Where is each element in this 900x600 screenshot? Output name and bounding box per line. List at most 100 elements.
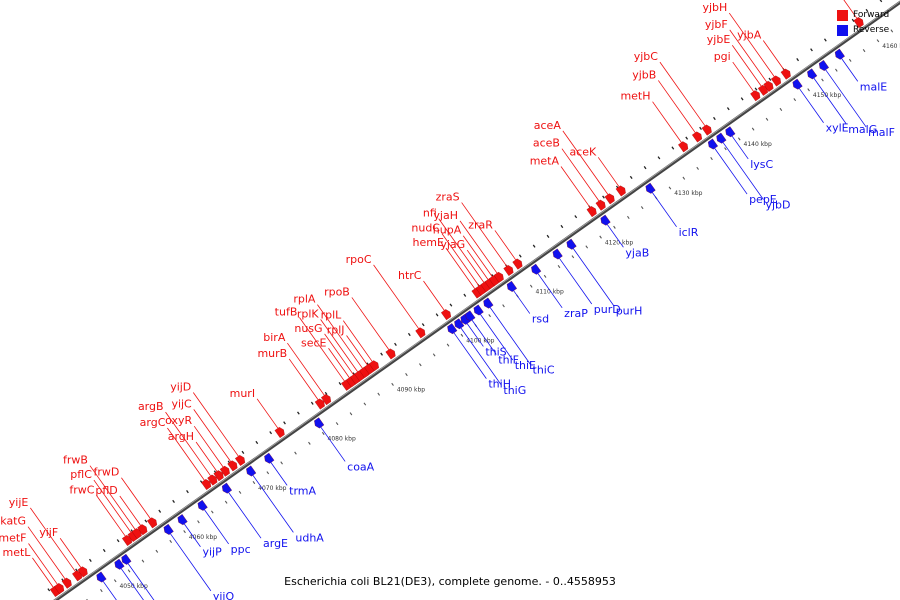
tick-mark-lower <box>169 539 173 544</box>
gene-label: katG <box>0 515 26 528</box>
gene-label: aceA <box>534 119 562 132</box>
gene-label: yjbF <box>705 18 728 31</box>
gene-label: thiG <box>503 384 526 397</box>
tick-mark-lower <box>197 520 200 524</box>
gene-leader <box>287 342 325 396</box>
gene-leader <box>252 475 294 533</box>
tick-mark-lower <box>529 284 533 288</box>
tick-mark-lower <box>571 255 575 259</box>
legend-reverse-label: Reverse <box>853 25 890 35</box>
gene-label: rplK <box>297 308 320 321</box>
gene-leader <box>489 307 531 365</box>
gene-leader <box>459 220 498 274</box>
gene-label: thiH <box>488 378 511 391</box>
gene-leader <box>228 492 262 539</box>
gene-label: thiE <box>515 359 536 372</box>
gene-leader <box>732 61 754 92</box>
gene-label: yjbH <box>702 1 727 14</box>
tick-label: 4140 kbp <box>744 141 772 148</box>
gene-arrow <box>503 265 514 277</box>
tick-mark-upper <box>823 38 827 42</box>
gene-arrow <box>473 304 484 316</box>
tick-label: 4110 kbp <box>536 288 564 295</box>
gene-leader <box>813 77 847 125</box>
tick-mark-upper <box>102 548 106 553</box>
tick-mark-upper <box>394 342 397 346</box>
gene-arrow <box>763 80 774 92</box>
tick-mark-lower <box>640 206 644 210</box>
tick-mark-lower <box>405 373 408 377</box>
tick-mark-upper <box>144 519 148 523</box>
gene-leader <box>466 249 489 280</box>
gene-label: yjaG <box>440 238 465 251</box>
gene-leader <box>193 425 224 468</box>
tick-mark-upper <box>407 332 411 337</box>
gene-arrow <box>274 427 285 439</box>
tick-mark-upper <box>574 215 578 219</box>
gene-arrow <box>72 570 83 582</box>
gene-leader <box>657 80 696 133</box>
tick-label: 4090 kbp <box>397 387 425 394</box>
gene-label: argB <box>138 400 164 413</box>
gene-leader <box>193 409 232 462</box>
tick-mark-upper <box>463 293 467 297</box>
gene-leader <box>659 61 706 127</box>
tick-mark-upper <box>713 116 716 121</box>
gene-label: frwB <box>63 454 88 467</box>
gene-label: birA <box>263 331 286 344</box>
tick-mark-lower <box>210 510 214 514</box>
tick-mark-lower <box>113 579 117 583</box>
gene-leader <box>288 358 319 400</box>
gene-label: secE <box>301 336 327 349</box>
gene-label: aceB <box>533 137 560 150</box>
gene-leader <box>731 135 749 160</box>
gene-arrow <box>121 535 133 547</box>
tick-mark-upper <box>283 421 286 425</box>
gene-leader <box>652 101 682 143</box>
tick-mark-lower <box>252 481 256 485</box>
gene-leader <box>342 320 373 362</box>
gene-label: murI <box>230 387 255 400</box>
tick-mark-lower <box>377 392 381 396</box>
gene-label: frwD <box>94 466 120 479</box>
tick-label: 4160 kbp <box>882 43 900 50</box>
tick-mark-lower <box>266 471 270 475</box>
tick-mark-lower <box>155 549 159 553</box>
tick-mark-lower <box>848 58 852 62</box>
genome-backbone <box>53 0 900 600</box>
tick-mark-lower <box>446 343 450 347</box>
gene-label: nusG <box>294 322 322 335</box>
gene-label: trmA <box>289 484 316 497</box>
gene-arrow <box>615 185 626 197</box>
gene-label: purD <box>594 303 621 316</box>
gene-label: argH <box>168 430 194 443</box>
gene-leader <box>30 507 76 572</box>
backbone-highlight <box>53 0 900 600</box>
gene-label: xylE <box>826 122 849 135</box>
tick-mark-lower <box>627 215 630 220</box>
tick-mark-lower <box>807 88 810 92</box>
tick-mark-upper <box>172 499 175 504</box>
tick-mark-lower <box>335 422 339 426</box>
gene-arrow <box>818 59 830 71</box>
gene-arrow <box>552 248 563 260</box>
gene-arrow <box>604 193 615 205</box>
tick-mark-upper <box>629 175 633 180</box>
tick-label: 4070 kbp <box>258 485 286 492</box>
tick-mark-upper <box>657 156 661 160</box>
gene-arrow <box>234 455 246 466</box>
tick-mark-upper <box>602 195 605 199</box>
gene-leader <box>798 88 824 123</box>
tick-mark-upper <box>255 440 259 445</box>
gene-label: ppc <box>231 543 251 556</box>
gene-label: malG <box>848 123 877 136</box>
gene-leader <box>328 348 350 378</box>
tick-label: 4120 kbp <box>605 239 633 246</box>
tick-mark-lower <box>419 363 422 367</box>
tick-mark-lower <box>696 166 699 170</box>
gene-leader <box>762 40 785 71</box>
gene-arrow <box>54 583 65 595</box>
